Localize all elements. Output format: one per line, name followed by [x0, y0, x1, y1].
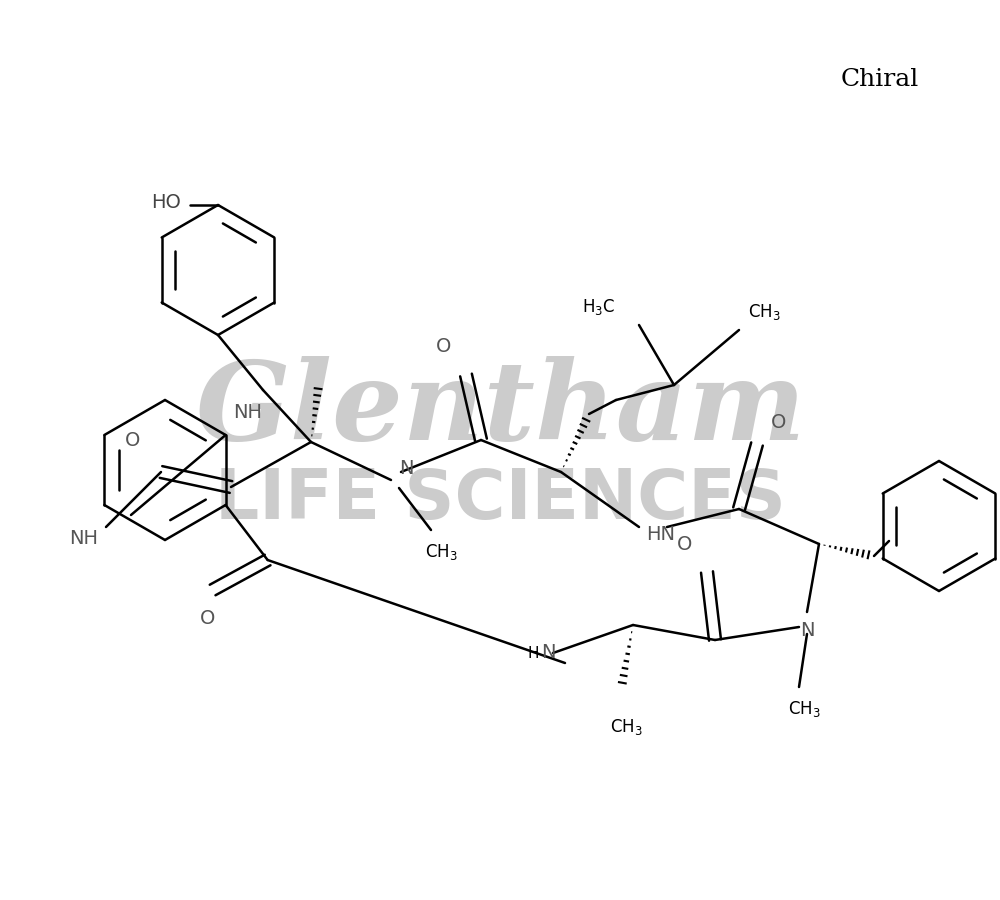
- Text: NH: NH: [70, 529, 98, 548]
- Text: O: O: [677, 535, 693, 554]
- Text: O: O: [771, 412, 787, 431]
- Text: N: N: [399, 458, 413, 478]
- Text: CH$_3$: CH$_3$: [788, 699, 820, 719]
- Text: H: H: [527, 645, 539, 661]
- Text: CH$_3$: CH$_3$: [610, 717, 642, 737]
- Text: HO: HO: [151, 193, 181, 212]
- Text: CH$_3$: CH$_3$: [748, 302, 780, 322]
- Text: O: O: [200, 608, 215, 627]
- Text: Chiral: Chiral: [841, 68, 919, 92]
- Text: O: O: [436, 338, 452, 356]
- Text: N: N: [800, 620, 814, 640]
- Text: O: O: [125, 430, 141, 449]
- Text: HN: HN: [646, 526, 676, 544]
- Text: Glentham: Glentham: [195, 356, 805, 464]
- Text: LIFE SCIENCES: LIFE SCIENCES: [215, 466, 785, 534]
- Text: CH$_3$: CH$_3$: [425, 542, 457, 562]
- Text: N: N: [541, 644, 555, 662]
- Text: NH: NH: [233, 403, 262, 422]
- Text: H$_3$C: H$_3$C: [582, 297, 616, 317]
